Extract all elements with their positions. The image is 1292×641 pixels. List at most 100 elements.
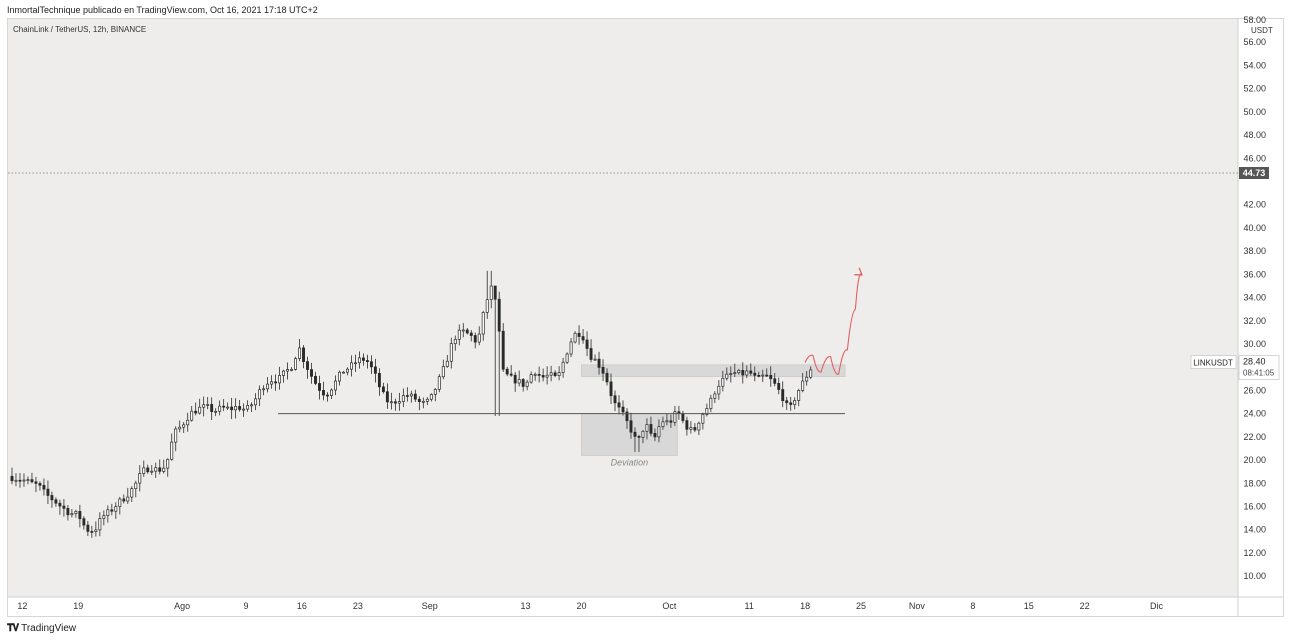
candle-down — [469, 332, 473, 336]
candle-up — [565, 353, 569, 363]
candle-down — [302, 347, 305, 362]
price-tick-label: 52.00 — [1243, 84, 1266, 94]
candle-down — [122, 498, 126, 502]
time-tick-label: 20 — [576, 601, 586, 611]
candle-up — [401, 395, 405, 402]
candle-up — [138, 473, 142, 484]
candle-up — [461, 329, 465, 332]
time-tick-label: 18 — [800, 601, 810, 611]
candle-up — [801, 380, 805, 391]
candle-up — [234, 406, 238, 411]
candle-up — [182, 424, 186, 428]
candle-down — [381, 386, 385, 393]
candle-down — [513, 374, 517, 384]
price-scale-unit[interactable]: USDT — [1251, 26, 1273, 35]
candle-up — [258, 389, 262, 400]
candle-down — [310, 369, 313, 377]
candle-down — [497, 298, 501, 332]
candle-up — [725, 373, 729, 379]
candle-down — [749, 370, 753, 374]
candle-down — [505, 368, 509, 375]
time-tick-label: 16 — [297, 601, 307, 611]
last-price-countdown: 08:41:05 — [1243, 369, 1275, 378]
candle-down — [58, 502, 62, 507]
symbol-badge — [1190, 355, 1237, 369]
time-tick-label: 19 — [73, 601, 83, 611]
price-tick-label: 18.00 — [1243, 478, 1266, 488]
projection-path — [804, 274, 861, 375]
candle-up — [206, 404, 210, 406]
candle-up — [94, 529, 98, 533]
candle-down — [306, 361, 309, 370]
candle-up — [214, 410, 218, 413]
candle-down — [677, 411, 681, 414]
candle-down — [66, 508, 70, 516]
candle-up — [733, 372, 737, 375]
candle-up — [114, 506, 118, 512]
candle-up — [70, 513, 74, 516]
candle-up — [278, 375, 282, 384]
candle-up — [242, 408, 246, 411]
candle-down — [322, 390, 325, 396]
candle-up — [226, 406, 230, 409]
candle-up — [421, 401, 425, 403]
candle-up — [569, 341, 573, 355]
price-tick-label: 42.00 — [1243, 200, 1266, 210]
price-tick-label: 20.00 — [1243, 455, 1266, 465]
candle-up — [334, 380, 337, 391]
candle-up — [170, 441, 174, 460]
candle-down — [326, 394, 329, 397]
candle-down — [777, 383, 781, 390]
candle-up — [22, 479, 26, 482]
candle-down — [621, 406, 625, 413]
price-tick-label: 14.00 — [1243, 525, 1266, 535]
candle-down — [605, 372, 609, 383]
candle-up — [330, 389, 333, 396]
candle-down — [473, 335, 477, 343]
candle-up — [689, 427, 693, 430]
price-tick-label: 16.00 — [1243, 501, 1266, 511]
candle-up — [254, 398, 258, 406]
candle-up — [593, 358, 597, 361]
candle-down — [90, 531, 94, 533]
footer: 𝐓𝐕 TradingView — [7, 623, 76, 634]
candle-down — [669, 420, 673, 423]
candle-up — [661, 421, 665, 427]
plot-area[interactable] — [8, 19, 1238, 597]
candle-down — [38, 483, 42, 486]
candle-up — [709, 397, 713, 409]
candle-down — [613, 395, 617, 404]
candle-up — [74, 511, 78, 514]
candle-down — [365, 360, 369, 363]
candle-up — [202, 404, 206, 408]
candle-up — [445, 360, 449, 367]
candle-up — [697, 422, 701, 431]
candle-up — [429, 394, 433, 400]
candle-down — [194, 410, 198, 414]
deviation-label: Deviation — [611, 457, 649, 467]
candle-down — [769, 375, 773, 380]
symbol-label: LINKUSDT — [1193, 359, 1233, 368]
candle-down — [274, 381, 278, 384]
candle-down — [685, 420, 689, 430]
candle-up — [162, 467, 166, 472]
candle-down — [405, 395, 409, 397]
candle-down — [785, 400, 789, 404]
footer-brand: TradingView — [21, 623, 77, 634]
candle-up — [449, 343, 453, 362]
candle-down — [373, 366, 377, 374]
candle-up — [721, 377, 725, 387]
candle-down — [146, 467, 150, 473]
candle-up — [457, 329, 461, 340]
price-axis[interactable] — [1238, 19, 1283, 597]
candle-up — [342, 371, 345, 374]
time-axis[interactable] — [8, 597, 1283, 616]
candle-down — [10, 475, 14, 482]
candle-up — [298, 347, 301, 359]
candle-up — [26, 479, 30, 481]
time-tick-label: 11 — [745, 601, 754, 611]
candle-down — [789, 402, 793, 405]
time-tick-label: Dic — [1150, 601, 1163, 611]
candle-down — [773, 378, 777, 384]
